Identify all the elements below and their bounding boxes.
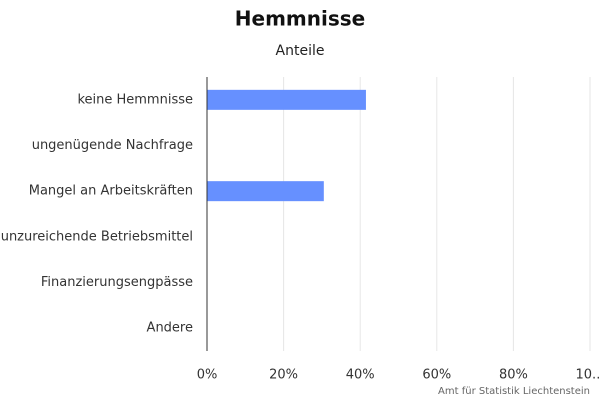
- credit: Amt für Statistik Liechtenstein: [438, 386, 590, 397]
- chart-subtitle: Anteile: [276, 43, 325, 59]
- y-tick-label: ungenügende Nachfrage: [32, 138, 193, 153]
- y-tick-label: Finanzierungsengpässe: [41, 275, 193, 290]
- bar: [207, 181, 324, 202]
- x-tick-label: 20%: [269, 368, 298, 383]
- x-tick-label: 0%: [197, 368, 218, 383]
- chart-title: Hemmnisse: [235, 7, 365, 31]
- x-tick-label: 10...: [576, 368, 600, 383]
- x-tick-label: 80%: [499, 368, 528, 383]
- y-tick-label: Andere: [147, 321, 193, 336]
- x-tick-label: 60%: [422, 368, 451, 383]
- x-tick-label: 40%: [346, 368, 375, 383]
- bar: [207, 89, 366, 110]
- y-tick-label: Mangel an Arbeitskräften: [29, 184, 193, 199]
- y-tick-label: keine Hemmnisse: [77, 92, 193, 107]
- y-tick-label: unzureichende Betriebsmittel: [1, 229, 193, 244]
